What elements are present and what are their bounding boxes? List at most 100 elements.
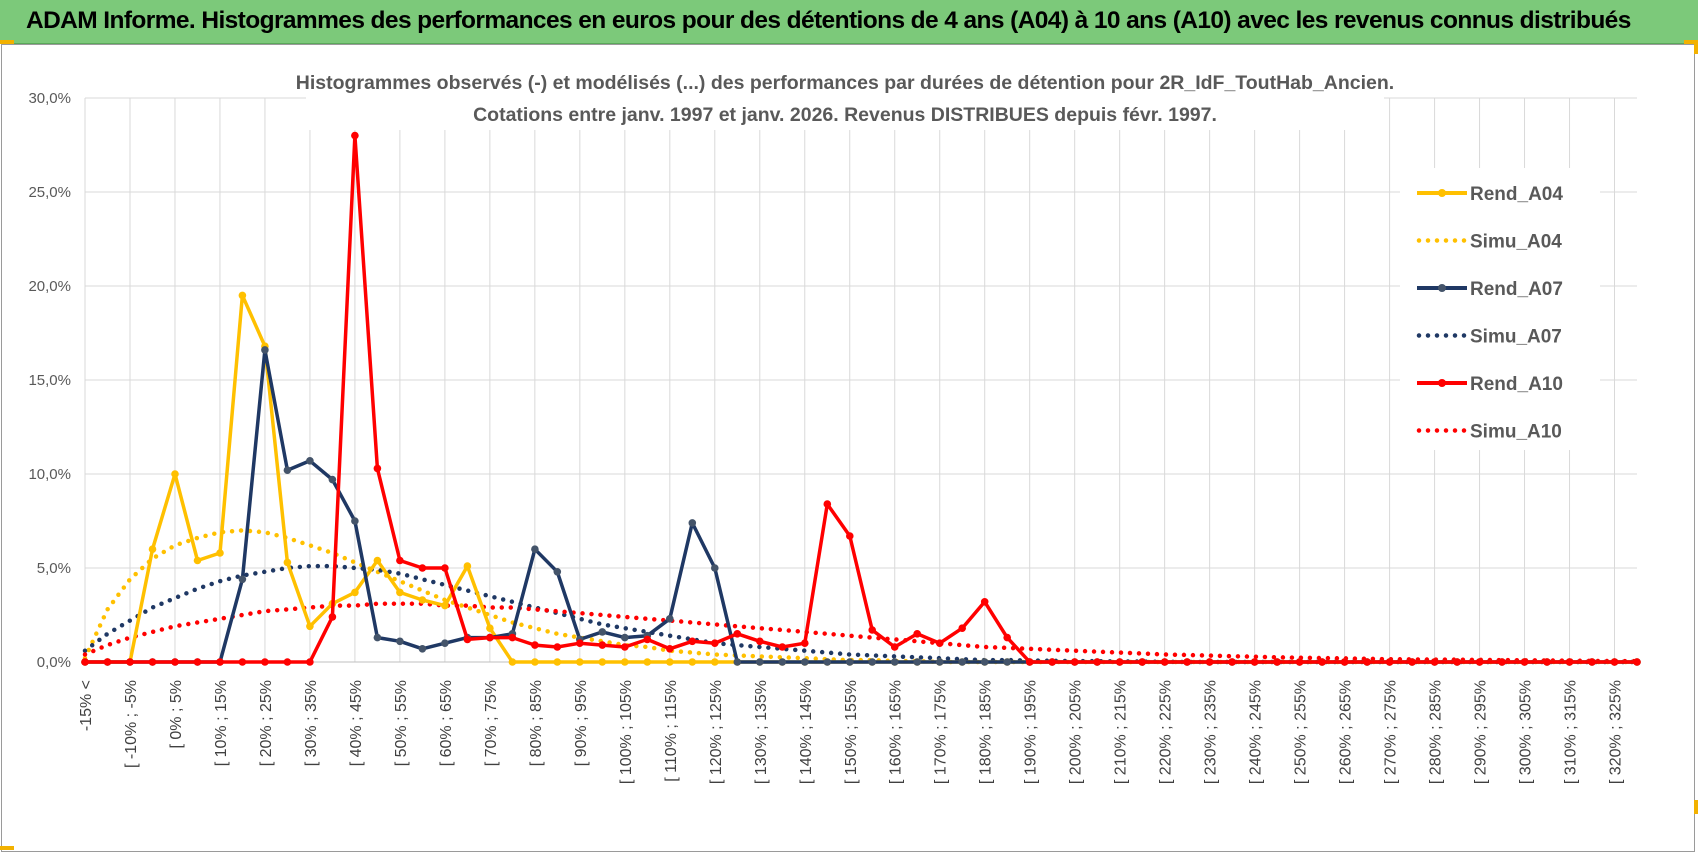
series-line-Simu_A10: [82, 601, 1640, 664]
data-point-Rend_A10: [868, 626, 876, 634]
data-point-Rend_A10: [1070, 658, 1079, 666]
data-point-Rend_A10: [1025, 658, 1034, 666]
series-line-Rend_A10: [85, 133, 1637, 664]
data-point-Rend_A10: [1453, 658, 1461, 666]
data-point-Rend_A07: [666, 615, 674, 623]
data-point-Rend_A04: [666, 658, 674, 666]
data-point-Rend_A07: [531, 545, 539, 553]
data-point-Rend_A10: [1543, 658, 1551, 666]
data-point-Rend_A10: [711, 639, 719, 647]
data-point-Rend_A07: [441, 639, 449, 647]
x-tick-label: [ 200% ; 205%: [1068, 680, 1085, 784]
data-point-Rend_A10: [1003, 633, 1011, 642]
data-point-Rend_A07: [868, 658, 876, 666]
y-tick-label: 25,0%: [28, 184, 71, 201]
data-point-Rend_A07: [373, 633, 382, 642]
data-point-Rend_A04: [643, 658, 652, 666]
data-point-Rend_A10: [1250, 658, 1259, 666]
data-point-Rend_A07: [823, 658, 832, 666]
chart-title: Histogrammes observés (-) et modélisés (…: [296, 72, 1394, 94]
data-point-Rend_A04: [531, 658, 539, 666]
x-tick-label: [ 10% ; 15%: [213, 680, 230, 766]
data-point-Rend_A10: [823, 500, 832, 508]
data-point-Rend_A10: [1115, 658, 1124, 666]
data-point-Rend_A10: [418, 564, 427, 572]
data-point-Rend_A04: [193, 556, 202, 565]
data-point-Rend_A04: [351, 588, 359, 597]
legend: Rend_A04 Simu_A04 Rend_A07 Simu_A07 Rend_A10…: [1400, 168, 1600, 450]
data-point-Rend_A07: [688, 519, 697, 527]
x-tick-label: -15% <: [78, 680, 95, 731]
data-point-Rend_A10: [463, 635, 472, 644]
x-tick-label: [ 150% ; 155%: [843, 680, 860, 784]
chart-subtitle: Cotations entre janv. 1997 et janv. 2026…: [473, 104, 1217, 126]
data-point-Rend_A07: [418, 645, 427, 653]
y-tick-label: 20,0%: [28, 278, 71, 295]
data-point-Rend_A04: [621, 658, 629, 666]
data-point-Rend_A10: [373, 464, 382, 473]
x-tick-label: [ 320% ; 325%: [1608, 680, 1625, 784]
data-point-Rend_A04: [306, 622, 314, 631]
data-point-Rend_A07: [913, 658, 921, 666]
data-point-Rend_A10: [531, 641, 539, 649]
data-point-Rend_A04: [576, 658, 584, 666]
chart-title-background: [306, 66, 1384, 130]
x-tick-label: [ 90% ; 95%: [573, 680, 590, 766]
data-point-Rend_A04: [441, 601, 449, 610]
legend-label: Simu_A10: [1470, 422, 1562, 443]
data-point-Rend_A07: [890, 658, 899, 666]
legend-item-Simu_A04: Simu_A04: [1416, 232, 1562, 253]
legend-item-Simu_A10: Simu_A10: [1416, 422, 1562, 443]
data-point-Rend_A10: [890, 643, 899, 651]
series-Rend_A10: [81, 131, 1641, 666]
frame-corner-tr-v: [1694, 40, 1698, 54]
x-tick-label: [ 210% ; 215%: [1113, 680, 1130, 784]
data-point-Rend_A07: [801, 658, 809, 666]
data-point-Rend_A04: [216, 549, 224, 557]
data-point-Rend_A04: [171, 470, 179, 478]
data-point-Rend_A10: [126, 658, 134, 666]
data-point-Rend_A10: [1160, 658, 1169, 666]
x-tick-label: [ 240% ; 245%: [1248, 680, 1265, 784]
data-point-Rend_A07: [980, 658, 989, 666]
data-point-Rend_A10: [193, 658, 202, 666]
data-point-Rend_A07: [935, 658, 944, 666]
data-point-Rend_A10: [643, 635, 652, 644]
data-point-Rend_A10: [778, 643, 787, 651]
x-tick-label: [ 300% ; 305%: [1518, 680, 1535, 784]
data-point-Rend_A04: [688, 658, 697, 666]
data-point-Rend_A10: [441, 564, 449, 572]
legend-label: Rend_A10: [1470, 374, 1563, 395]
x-tick-label: [ 220% ; 225%: [1158, 680, 1175, 784]
data-point-Rend_A10: [306, 658, 314, 666]
data-point-Rend_A07: [553, 568, 562, 576]
data-point-Rend_A07: [1003, 658, 1011, 666]
data-point-Rend_A10: [1385, 658, 1394, 666]
data-point-Rend_A10: [1520, 658, 1529, 666]
data-point-Rend_A10: [1565, 658, 1574, 666]
data-point-Rend_A04: [418, 596, 427, 604]
data-point-Rend_A10: [801, 639, 809, 647]
y-tick-label: 15,0%: [28, 372, 71, 389]
frame-corner-tr: [1684, 40, 1698, 44]
x-tick-label: [ 30% ; 35%: [303, 680, 320, 766]
data-point-Rend_A07: [238, 575, 247, 584]
data-point-Rend_A10: [283, 658, 292, 666]
data-point-Rend_A04: [711, 658, 719, 666]
x-tick-label: [ 280% ; 285%: [1428, 680, 1445, 784]
data-point-Rend_A10: [1093, 658, 1101, 666]
data-point-Rend_A10: [1228, 658, 1236, 666]
data-point-Rend_A10: [733, 630, 742, 638]
x-tick-label: [ 160% ; 165%: [888, 680, 905, 784]
data-point-Rend_A07: [733, 658, 742, 666]
y-tick-label: 0,0%: [37, 654, 71, 671]
series-line-Simu_A04: [82, 528, 1640, 665]
data-point-Rend_A10: [1295, 658, 1304, 666]
x-tick-label: [ -10% ; -5%: [123, 680, 140, 768]
frame-corner-bl: [0, 846, 14, 850]
data-point-Rend_A10: [688, 637, 697, 646]
data-point-Rend_A04: [598, 658, 607, 666]
data-point-Rend_A10: [1633, 658, 1641, 666]
legend-label: Rend_A04: [1470, 184, 1563, 205]
legend-item-Rend_A10: Rend_A10: [1417, 374, 1563, 395]
